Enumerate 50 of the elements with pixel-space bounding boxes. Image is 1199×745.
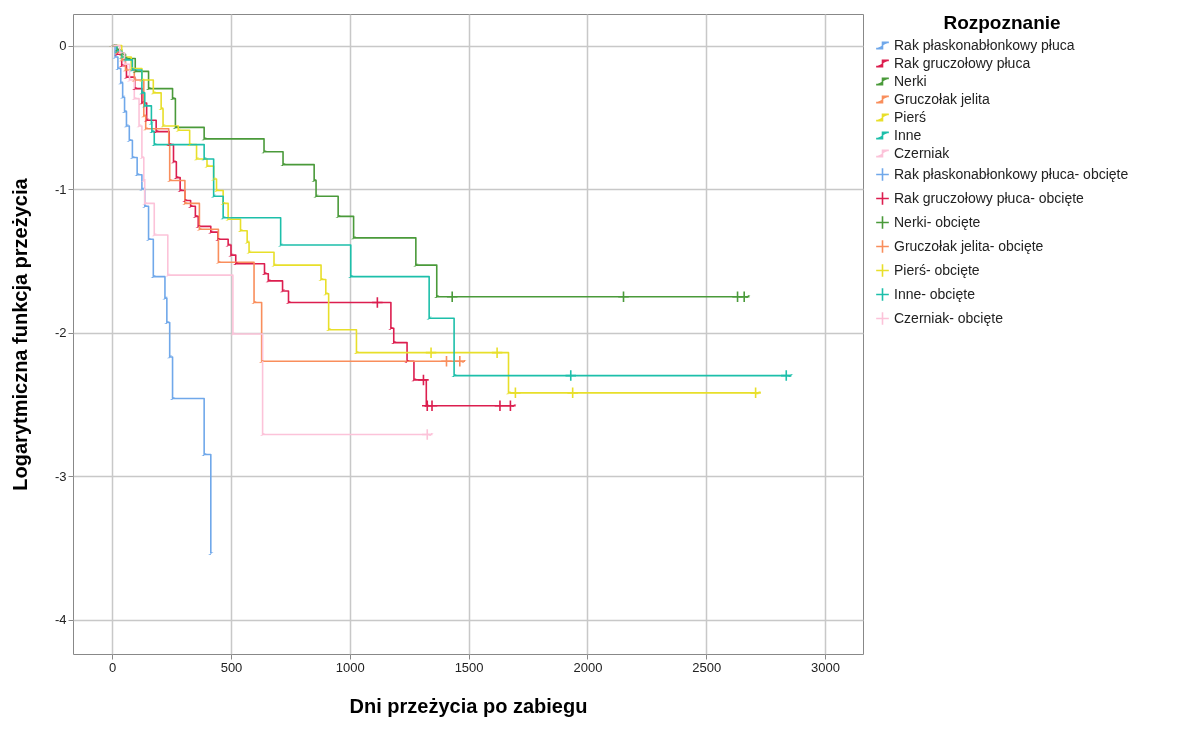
legend-label: Rak gruczołowy płuca- obcięte — [894, 189, 1085, 206]
point — [335, 214, 341, 218]
point — [738, 290, 751, 303]
point — [564, 369, 577, 382]
point — [271, 263, 277, 267]
x-tick-label: 2500 — [692, 659, 722, 675]
point — [371, 296, 384, 309]
legend-label: Inne- obcięte — [894, 285, 976, 302]
legend-label: Czerniak — [894, 144, 951, 161]
legend-label: Inne — [894, 126, 922, 143]
legend-label: Nerki- obcięte — [894, 213, 981, 230]
y-tick-label: -4 — [54, 612, 67, 628]
point — [446, 290, 459, 303]
point — [566, 386, 579, 399]
x-tick-label: 3000 — [811, 659, 840, 675]
x-tick-label: 0 — [109, 659, 117, 675]
legend-label: Pierś — [894, 108, 926, 125]
point — [417, 373, 430, 386]
legend-label: Gruczołak jelita — [894, 90, 990, 107]
legend-label: Pierś- obcięte — [894, 261, 980, 278]
point — [749, 386, 762, 399]
y-axis-title: Logarytmiczna funkcja przeżycia — [8, 177, 31, 491]
point — [493, 399, 506, 412]
point — [440, 355, 453, 368]
y-tick-label: -2 — [54, 325, 67, 341]
legend-label: Czerniak- obcięte — [894, 309, 1004, 326]
point — [504, 399, 517, 412]
point — [617, 290, 630, 303]
x-tick-label: 1500 — [454, 659, 484, 675]
legend-label: Rak płaskonabłonkowy płuca — [894, 36, 1075, 53]
legend-label: Nerki — [894, 72, 927, 89]
legend-label: Rak płaskonabłonkowy płuca- obcięte — [894, 165, 1129, 182]
x-axis-title: Dni przeżycia po zabiegu — [349, 694, 588, 717]
y-tick-label: -1 — [54, 181, 67, 197]
y-tick-label: -3 — [54, 468, 67, 484]
legend-label: Gruczołak jelita- obcięte — [894, 237, 1044, 254]
point — [509, 386, 522, 399]
x-tick-label: 1000 — [335, 659, 365, 675]
point — [453, 355, 466, 368]
point — [780, 369, 793, 382]
point — [421, 428, 434, 441]
y-tick-label: 0 — [59, 38, 67, 54]
legend-label: Rak gruczołowy płuca — [894, 54, 1031, 71]
x-tick-label: 2000 — [573, 659, 603, 675]
point — [261, 150, 267, 154]
x-tick-label: 500 — [220, 659, 243, 675]
point — [208, 230, 214, 234]
legend-title: Rozpoznanie — [943, 12, 1061, 33]
point — [425, 346, 438, 359]
point — [491, 346, 504, 359]
